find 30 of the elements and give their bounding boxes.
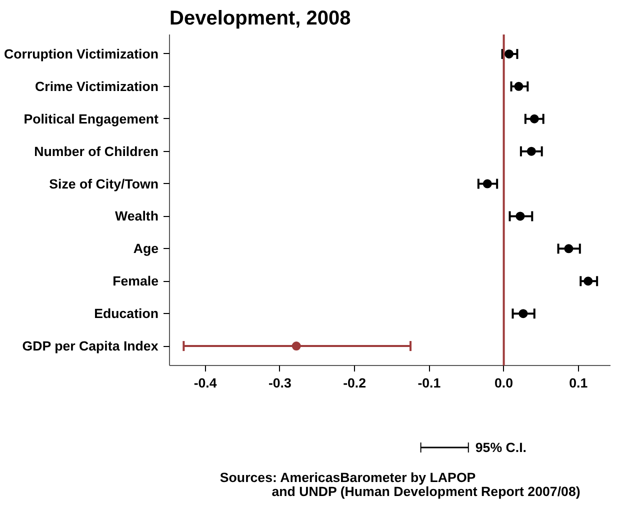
y-tick-label: Education: [94, 306, 158, 322]
y-tick-label: Size of City/Town: [49, 176, 159, 192]
y-tick-label: Age: [133, 241, 159, 256]
point: [564, 244, 574, 254]
point: [584, 276, 593, 286]
x-tick-label: 0.0: [494, 376, 514, 390]
y-tick-label: Female: [112, 274, 159, 289]
point: [292, 342, 301, 351]
point: [482, 179, 492, 188]
y-tick-label: Wealth: [115, 208, 159, 224]
y-tick-label: GDP per Capita Index: [22, 338, 159, 354]
x-tick-label: 0.1: [569, 376, 588, 390]
chart-title: Development, 2008: [170, 8, 351, 30]
legend-label: 95% C.I.: [475, 440, 527, 455]
y-tick-label: Corruption Victimization: [4, 46, 159, 62]
point: [518, 309, 528, 318]
point: [514, 82, 524, 91]
x-tick-label: -0.1: [418, 376, 442, 390]
text: and UNDP (Human Development Report 2007/08): [272, 484, 580, 499]
y-tick-label: Number of Children: [34, 144, 159, 159]
point: [516, 212, 525, 221]
point: [530, 114, 539, 124]
x-tick-label: -0.4: [194, 376, 218, 390]
point: [526, 146, 536, 156]
source-note: Sources: AmericasBarometer by LAPOP: [220, 470, 476, 485]
y-tick-label: Political Engagement: [24, 111, 160, 126]
x-tick-label: -0.2: [343, 376, 366, 390]
point: [504, 49, 514, 58]
x-tick-label: -0.3: [268, 376, 292, 390]
y-tick-label: Crime Victimization: [35, 78, 159, 94]
